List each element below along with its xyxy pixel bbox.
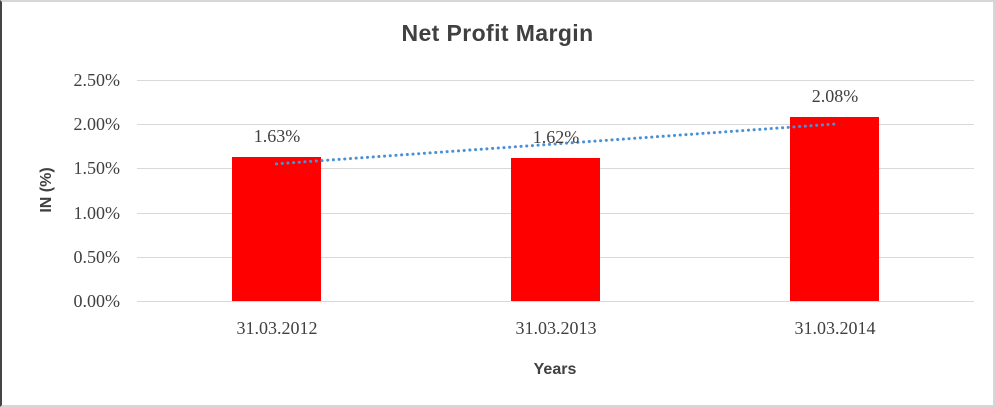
data-label: 2.08% (811, 86, 859, 106)
x-axis-tick-label: 31.03.2014 (794, 318, 876, 338)
x-axis-title: Years (533, 361, 577, 378)
chart-title: Net Profit Margin (401, 20, 594, 46)
y-axis-tick-label: 1.50% (73, 158, 121, 178)
y-axis-tick-label: 1.00% (73, 203, 121, 223)
data-label: 1.63% (253, 126, 301, 146)
bar (232, 157, 321, 301)
gridline (137, 80, 974, 81)
y-axis-tick-label: 2.50% (73, 70, 121, 90)
y-axis-tick-label: 0.50% (73, 247, 121, 267)
bar (790, 117, 879, 301)
y-axis-tick-label: 0.00% (73, 291, 121, 311)
x-axis-tick-label: 31.03.2013 (515, 318, 597, 338)
data-label: 1.62% (532, 127, 580, 147)
x-axis-tick-label: 31.03.2012 (236, 318, 318, 338)
y-axis-tick-label: 2.00% (73, 114, 121, 134)
bar (511, 158, 600, 301)
gridline (137, 301, 974, 302)
